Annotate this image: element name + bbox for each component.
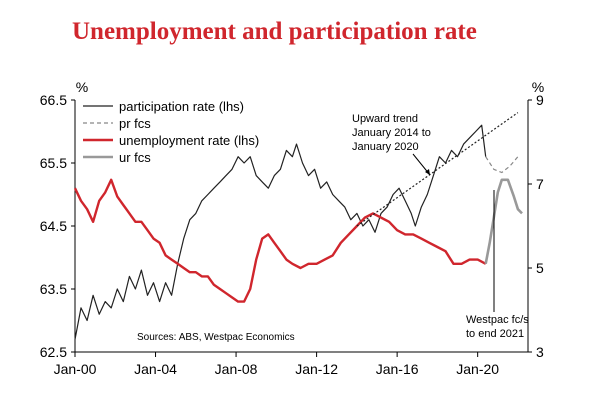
legend-label-3: ur fcs <box>119 150 151 165</box>
right-tick-label: 7 <box>536 176 544 192</box>
x-tick-label: Jan-12 <box>295 361 338 377</box>
trend-note-line: January 2014 to <box>352 127 431 139</box>
right-axis-ticks: 3 5 7 9 <box>528 92 544 360</box>
legend-label-2: unemployment rate (lhs) <box>119 133 259 148</box>
x-tick-label: Jan-16 <box>376 361 419 377</box>
series-line-2 <box>73 178 487 303</box>
right-axis-unit: % <box>532 79 544 95</box>
right-tick-label: 3 <box>536 344 544 360</box>
source-note: Sources: ABS, Westpac Economics <box>137 332 295 343</box>
trend-note-line: Upward trend <box>352 113 418 125</box>
legend-label-0: participation rate (lhs) <box>119 99 244 114</box>
forecast-note-line: Westpac fc/s <box>466 314 529 326</box>
x-tick-label: Jan-04 <box>134 361 177 377</box>
left-tick-label: 66.5 <box>40 92 67 108</box>
legend-label-1: pr fcs <box>119 116 151 131</box>
left-tick-label: 62.5 <box>40 344 67 360</box>
series-line-0 <box>74 124 487 340</box>
series-line-3 <box>484 178 523 265</box>
left-tick-label: 63.5 <box>40 281 67 297</box>
trend-note-arrowhead <box>425 169 430 175</box>
series-line-1 <box>485 156 519 174</box>
x-tick-label: Jan-08 <box>215 361 258 377</box>
legend: participation rate (lhs) pr fcs unemployme… <box>83 99 259 165</box>
series-line-4 <box>356 112 519 227</box>
series-lines <box>73 112 523 340</box>
right-tick-label: 5 <box>536 260 544 276</box>
annotations: Upward trend January 2014 to January 2020 W… <box>137 113 529 343</box>
left-axis-unit: % <box>76 79 88 95</box>
right-tick-label: 9 <box>536 92 544 108</box>
left-tick-label: 65.5 <box>40 155 67 171</box>
chart-title: Unemployment and participation rate <box>72 18 477 45</box>
trend-note-line: January 2020 <box>352 141 419 153</box>
x-tick-label: Jan-20 <box>456 361 499 377</box>
forecast-note-line: to end 2021 <box>466 328 524 340</box>
left-axis-ticks: 62.5 63.5 64.5 65.5 66.5 <box>40 92 75 360</box>
left-tick-label: 64.5 <box>40 218 67 234</box>
x-axis-ticks: Jan-00 Jan-04 Jan-08 Jan-12 Jan-16 Jan-20 <box>54 352 499 377</box>
x-tick-label: Jan-00 <box>54 361 97 377</box>
